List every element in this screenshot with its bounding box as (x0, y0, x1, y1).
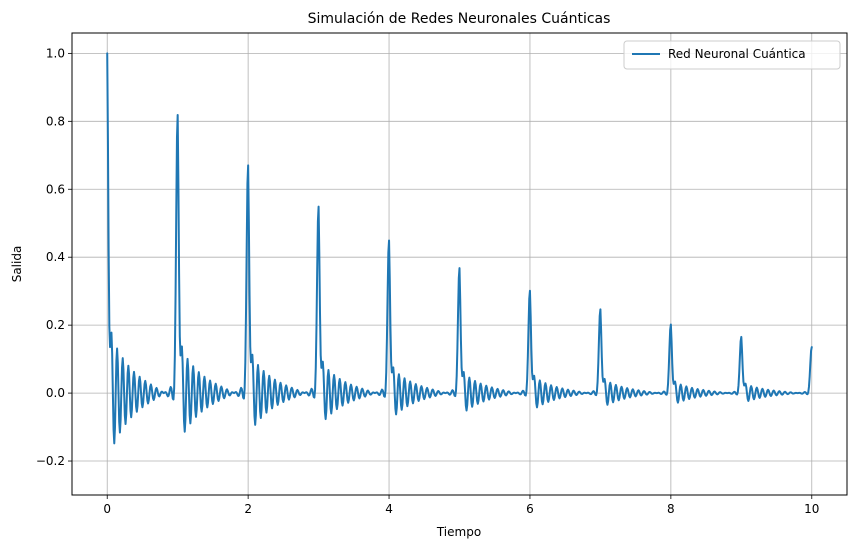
legend-box (623, 40, 841, 70)
plot-frame (71, 32, 848, 496)
y-tick-label: 0.2 (46, 318, 65, 332)
x-tick-label: 10 (804, 502, 819, 516)
y-axis-title: Salida (10, 246, 24, 283)
chart-title: Simulación de Redes Neuronales Cuánticas (308, 11, 611, 27)
legend-label: Red Neuronal Cuántica (668, 47, 806, 61)
legend: Red Neuronal Cuántica (623, 40, 841, 70)
y-tick-label: 0.8 (46, 114, 65, 128)
y-tick-label: 1.0 (46, 46, 65, 60)
series-line-red-neuronal-cuantica (106, 52, 813, 445)
x-tick-label: 6 (526, 502, 534, 516)
x-tick-label: 8 (667, 502, 675, 516)
x-tick-label: 4 (385, 502, 393, 516)
x-tick-label: 0 (103, 502, 111, 516)
y-tick-label: 0.6 (46, 182, 65, 196)
axis-ticks: 0 2 4 6 8 10 −0.2 0.0 0.2 0.4 0.6 0.8 1.0 (36, 46, 820, 516)
y-tick-label: 0.4 (46, 250, 65, 264)
x-tick-label: 2 (244, 502, 252, 516)
x-axis-title: Tiempo (436, 525, 481, 539)
y-tick-label: 0.0 (46, 386, 65, 400)
y-tick-label: −0.2 (36, 454, 65, 468)
